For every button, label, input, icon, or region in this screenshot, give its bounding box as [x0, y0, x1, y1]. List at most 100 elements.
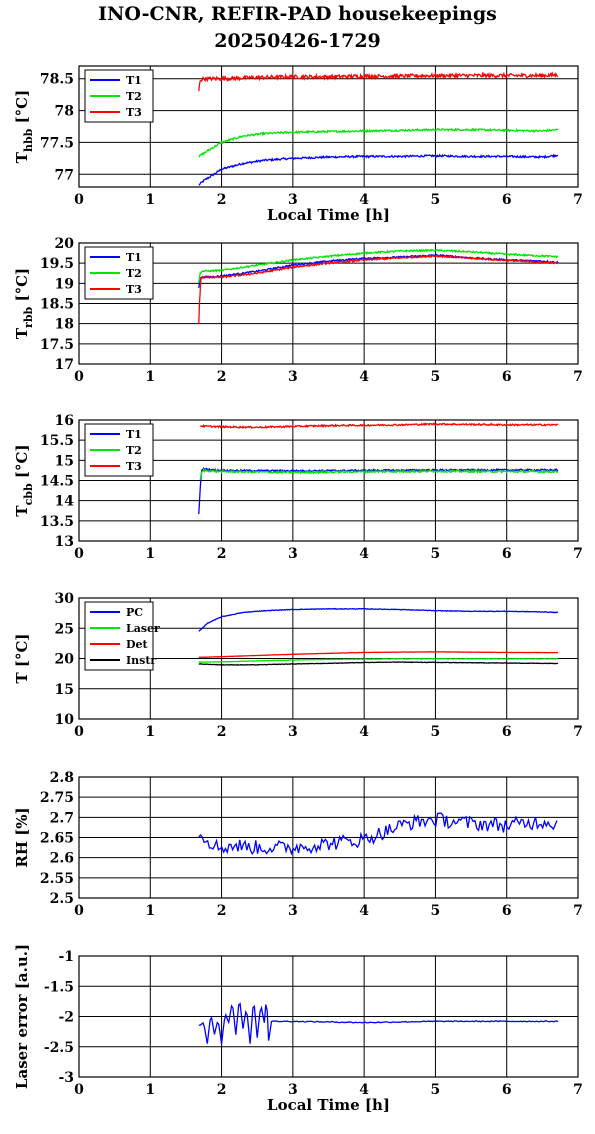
series-line-det	[198, 651, 559, 658]
y-axis-label: T [°C]	[13, 633, 31, 683]
y-axis-label: Tcbb [°C]	[13, 444, 35, 516]
x-tick-label: 1	[145, 1082, 155, 1098]
series-line-t2	[198, 248, 559, 283]
y-tick-label: 77.5	[40, 135, 74, 151]
series-line-data	[198, 812, 558, 856]
y-tick-label: 30	[55, 591, 75, 607]
series-line-data	[198, 1002, 559, 1045]
y-tick-label: 15.5	[40, 433, 74, 449]
y-tick-label: 10	[55, 712, 75, 728]
y-tick-label: 14	[55, 494, 75, 510]
legend-label: T2	[126, 90, 142, 103]
x-tick-label: 4	[359, 724, 369, 740]
legend-label: Laser	[126, 622, 160, 635]
x-tick-label: 6	[502, 903, 512, 919]
chart-panel-2: 17 17.5 18 18.5 19 19.5 20 0 1 2 3 4 5 6 7 T1 T2 T3 Trbb […	[13, 236, 583, 385]
series-line-t3	[198, 254, 559, 324]
x-tick-label: 7	[573, 903, 583, 919]
y-tick-label: 2.6	[50, 851, 74, 867]
y-tick-label: 78.5	[40, 72, 74, 88]
legend-label: T3	[126, 106, 142, 119]
x-tick-label: 3	[288, 724, 298, 740]
y-axis-label: Thbb [°C]	[13, 90, 35, 163]
legend-label: Det	[126, 638, 149, 651]
series-line-t2	[199, 468, 559, 480]
x-tick-label: 3	[288, 546, 298, 562]
y-tick-label: 19	[55, 276, 74, 292]
x-tick-label: 0	[74, 903, 84, 919]
x-tick-label: 5	[431, 369, 441, 385]
y-tick-label: 19.5	[40, 256, 74, 272]
x-axis-label: Local Time [h]	[267, 206, 390, 224]
chart-title: INO-CNR, REFIR-PAD housekeepings	[98, 3, 497, 25]
x-tick-label: 7	[573, 1082, 583, 1098]
plot-frame	[78, 419, 579, 542]
x-tick-label: 5	[431, 192, 441, 208]
y-tick-label: 2.8	[50, 770, 74, 786]
x-tick-label: 6	[502, 192, 512, 208]
y-tick-label: 20	[55, 236, 75, 252]
y-tick-label: -3	[58, 1070, 74, 1086]
series-line-t1	[198, 466, 559, 515]
y-tick-label: 17.5	[40, 337, 74, 353]
series-line-t3	[200, 422, 559, 429]
x-tick-label: 2	[217, 369, 227, 385]
x-tick-label: 4	[359, 1082, 369, 1098]
x-tick-label: 6	[502, 1082, 512, 1098]
y-tick-label: 25	[55, 621, 74, 637]
x-tick-label: 3	[288, 903, 298, 919]
x-tick-label: 7	[573, 369, 583, 385]
x-tick-label: 6	[502, 369, 512, 385]
x-tick-label: 3	[288, 1082, 298, 1098]
x-tick-label: 5	[431, 546, 441, 562]
y-tick-label: 2.5	[50, 891, 74, 907]
x-tick-label: 5	[431, 724, 441, 740]
y-axis-label: RH [%]	[13, 807, 31, 867]
chart-panel-1: 77 77.5 78 78.5 0 1 2 3 4 5 6 7 T1 T2 T3 Thbb [°C] Local…	[13, 65, 583, 224]
y-tick-label: -1.5	[44, 979, 74, 995]
y-axis-label: Trbb [°C]	[13, 268, 35, 339]
x-tick-label: 2	[217, 546, 227, 562]
x-tick-label: 0	[74, 192, 84, 208]
x-tick-label: 1	[145, 903, 155, 919]
x-tick-label: 7	[573, 724, 583, 740]
x-tick-label: 0	[74, 369, 84, 385]
series-line-laser	[198, 657, 559, 663]
chart-subtitle: 20250426-1729	[214, 30, 381, 52]
y-axis-label: Laser error [a.u.]	[13, 944, 31, 1089]
x-tick-label: 6	[502, 546, 512, 562]
y-tick-label: 78	[55, 104, 74, 120]
x-tick-label: 2	[217, 1082, 227, 1098]
plot-frame	[78, 597, 579, 720]
plot-frame	[78, 955, 579, 1078]
x-tick-label: 1	[145, 546, 155, 562]
y-tick-label: 18	[55, 317, 74, 333]
series-line-t2	[198, 127, 559, 158]
x-tick-label: 7	[573, 192, 583, 208]
x-tick-label: 3	[288, 369, 298, 385]
chart-panel-3: 13 13.5 14 14.5 15 15.5 16 0 1 2 3 4 5 6 7 T1 T2 T3 Tcbb […	[13, 413, 583, 562]
x-tick-label: 5	[431, 1082, 441, 1098]
legend-label: T1	[126, 251, 142, 264]
y-tick-label: 17	[55, 357, 74, 373]
y-tick-label: 77	[55, 167, 74, 183]
x-tick-label: 0	[74, 724, 84, 740]
chart-panel-5: 2.5 2.55 2.6 2.65 2.7 2.75 2.8 0 1 2 3 4 5 6 7 RH [%]	[13, 770, 583, 919]
y-tick-label: 15	[55, 682, 74, 698]
legend-label: T2	[126, 267, 142, 280]
y-tick-label: 2.75	[40, 790, 74, 806]
x-tick-label: 3	[288, 192, 298, 208]
x-tick-label: 2	[217, 724, 227, 740]
legend-label: T1	[126, 74, 142, 87]
y-tick-label: 14.5	[40, 474, 74, 490]
x-tick-label: 1	[145, 192, 155, 208]
legend-box	[84, 601, 154, 671]
series-line-t1	[198, 153, 559, 186]
x-tick-label: 5	[431, 903, 441, 919]
legend-label: Instr	[126, 654, 156, 667]
y-tick-label: 2.7	[50, 810, 74, 826]
x-tick-label: 0	[74, 546, 84, 562]
x-tick-label: 1	[145, 369, 155, 385]
legend-label: T3	[126, 460, 142, 473]
